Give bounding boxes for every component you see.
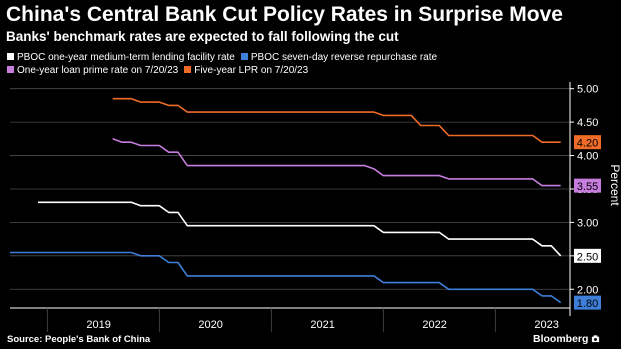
legend-item-1: PBOC one-year medium-term lending facili…: [7, 51, 235, 64]
y-tick-label: 5.00: [577, 84, 598, 96]
legend-label: Five-year LPR on 7/20/23: [194, 65, 309, 76]
legend-item-2: PBOC seven-day reverse repurchase rate: [240, 51, 438, 64]
end-value-label-3: 3.55: [577, 181, 598, 193]
chart-title: China's Central Bank Cut Policy Rates in…: [6, 3, 563, 26]
series-line-2: [10, 251, 562, 304]
end-value-box-1: [574, 248, 601, 263]
end-value-label-1: 2.50: [577, 251, 598, 263]
series-line-3: [112, 138, 561, 187]
y-axis-title: Percent: [608, 164, 621, 206]
legend-swatch: [7, 53, 14, 60]
chart-legend: PBOC one-year medium-term lending facili…: [7, 51, 607, 77]
legend-swatch: [7, 66, 14, 73]
legend-item-3: One-year loan prime rate on 7/20/23: [7, 64, 178, 77]
series-line-1: [38, 201, 562, 257]
end-value-label-2: 1.80: [577, 298, 598, 310]
y-tick-label: 2.00: [577, 284, 598, 296]
source-note: Source: People's Bank of China: [7, 334, 151, 345]
legend-item-4: Five-year LPR on 7/20/23: [184, 64, 308, 77]
legend-label: PBOC seven-day reverse repurchase rate: [250, 52, 438, 63]
x-tick-label: 2020: [198, 319, 222, 331]
end-value-box-3: [574, 178, 601, 193]
legend-swatch: [240, 53, 248, 60]
x-tick-label: 2019: [86, 319, 110, 331]
brand-text: Bloomberg: [533, 333, 589, 345]
end-value-box-2: [574, 295, 601, 310]
end-value-label-4: 4.20: [577, 138, 598, 150]
legend-label: One-year loan prime rate on 7/20/23: [17, 65, 179, 76]
end-value-box-4: [574, 135, 601, 150]
camera-icon: [592, 335, 600, 343]
legend-label: PBOC one-year medium-term lending facili…: [17, 52, 235, 63]
y-tick-label: 4.00: [577, 151, 598, 163]
chart-subtitle: Banks' benchmark rates are expected to f…: [6, 29, 399, 44]
legend-swatch: [184, 66, 192, 73]
x-tick-label: 2022: [422, 319, 446, 331]
x-tick-label: 2021: [310, 319, 334, 331]
y-tick-label: 3.00: [577, 217, 598, 229]
x-tick-label: 2023: [534, 319, 558, 331]
bloomberg-logo: Bloomberg: [533, 333, 600, 345]
series-line-4: [112, 97, 561, 143]
y-tick-label: 4.50: [577, 117, 598, 129]
